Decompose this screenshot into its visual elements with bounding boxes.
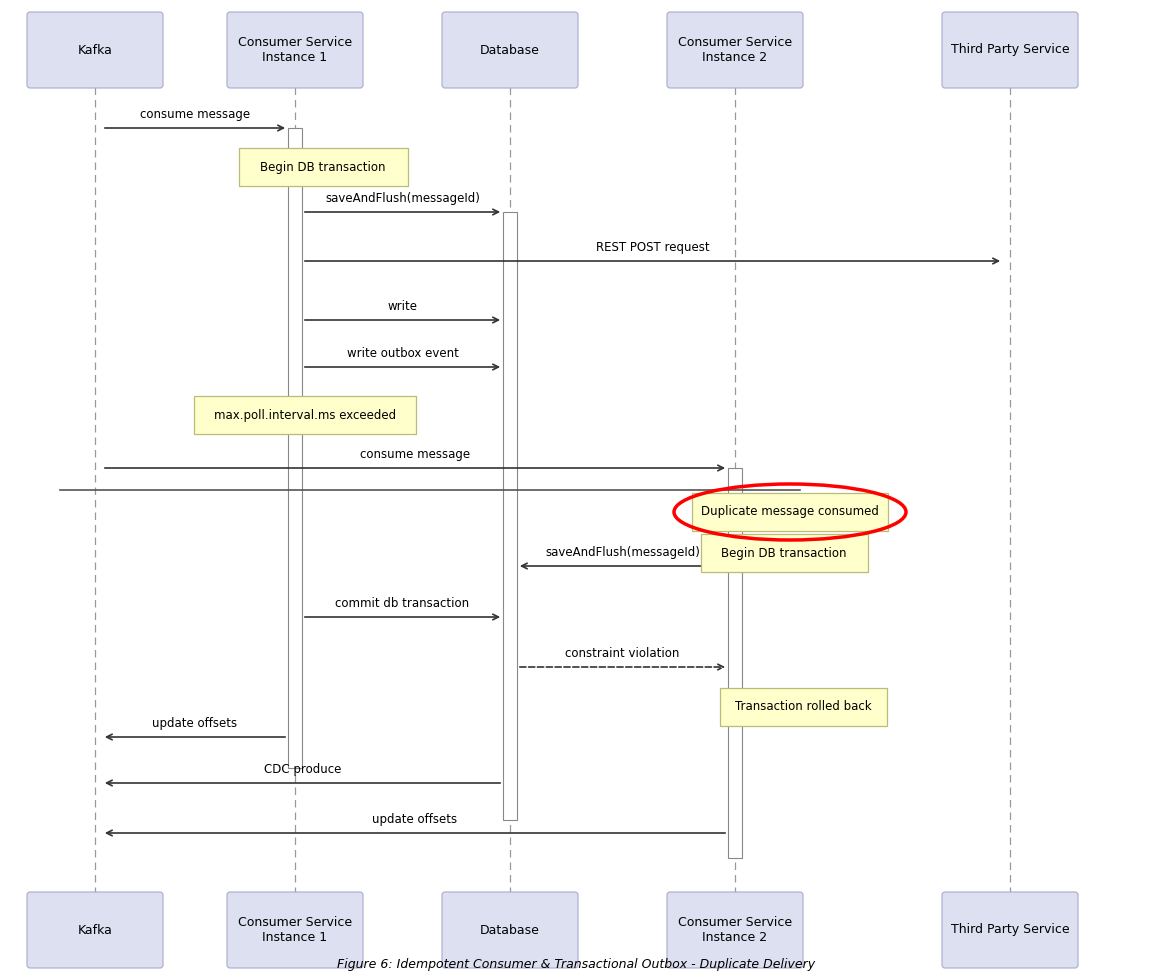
Bar	[288, 128, 302, 768]
Text: write outbox event: write outbox event	[347, 347, 458, 360]
Text: update offsets: update offsets	[372, 813, 457, 826]
FancyBboxPatch shape	[26, 892, 162, 968]
Bar	[503, 212, 517, 820]
Text: Transaction rolled back: Transaction rolled back	[735, 701, 871, 713]
Text: commit db transaction: commit db transaction	[335, 597, 470, 610]
Text: constraint violation: constraint violation	[566, 647, 680, 660]
FancyBboxPatch shape	[238, 148, 408, 186]
FancyBboxPatch shape	[26, 12, 162, 88]
Text: Begin DB transaction: Begin DB transaction	[721, 546, 847, 560]
FancyBboxPatch shape	[227, 892, 363, 968]
Text: REST POST request: REST POST request	[596, 241, 710, 254]
Text: saveAndFlush(messageId): saveAndFlush(messageId)	[545, 546, 700, 559]
Text: Consumer Service
Instance 1: Consumer Service Instance 1	[238, 916, 353, 944]
Text: Figure 6: Idempotent Consumer & Transactional Outbox - Duplicate Delivery: Figure 6: Idempotent Consumer & Transact…	[336, 958, 816, 971]
FancyBboxPatch shape	[194, 396, 416, 434]
Bar	[728, 468, 742, 858]
Text: Duplicate message consumed: Duplicate message consumed	[702, 505, 879, 519]
Text: Third Party Service: Third Party Service	[950, 44, 1069, 57]
FancyBboxPatch shape	[227, 12, 363, 88]
FancyBboxPatch shape	[720, 688, 887, 726]
Text: Database: Database	[480, 923, 540, 937]
FancyBboxPatch shape	[700, 534, 867, 572]
FancyBboxPatch shape	[667, 892, 803, 968]
Text: CDC produce: CDC produce	[264, 763, 341, 776]
FancyBboxPatch shape	[667, 12, 803, 88]
Text: consume message: consume message	[139, 108, 250, 121]
Text: saveAndFlush(messageId): saveAndFlush(messageId)	[325, 192, 480, 205]
FancyBboxPatch shape	[942, 12, 1078, 88]
FancyBboxPatch shape	[942, 892, 1078, 968]
FancyBboxPatch shape	[442, 12, 578, 88]
Text: Third Party Service: Third Party Service	[950, 923, 1069, 937]
Text: Database: Database	[480, 44, 540, 57]
Text: Begin DB transaction: Begin DB transaction	[260, 160, 386, 174]
Text: consume message: consume message	[359, 448, 470, 461]
Text: Consumer Service
Instance 2: Consumer Service Instance 2	[677, 916, 793, 944]
FancyBboxPatch shape	[692, 493, 888, 531]
Text: Kafka: Kafka	[77, 44, 113, 57]
Text: Consumer Service
Instance 1: Consumer Service Instance 1	[238, 36, 353, 64]
Text: Consumer Service
Instance 2: Consumer Service Instance 2	[677, 36, 793, 64]
Text: Kafka: Kafka	[77, 923, 113, 937]
FancyBboxPatch shape	[442, 892, 578, 968]
Text: max.poll.interval.ms exceeded: max.poll.interval.ms exceeded	[214, 408, 396, 421]
Text: update offsets: update offsets	[152, 717, 237, 730]
Text: write: write	[387, 300, 417, 313]
